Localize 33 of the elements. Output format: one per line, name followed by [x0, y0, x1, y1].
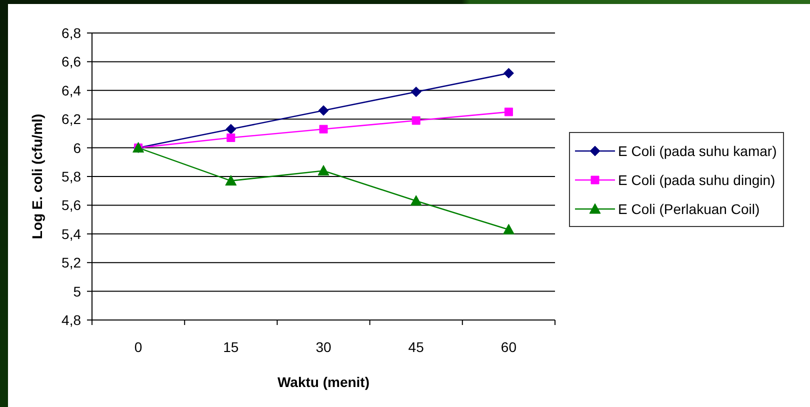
- x-tick-label: 30: [316, 339, 332, 355]
- point: [318, 105, 329, 116]
- point: [319, 124, 328, 134]
- y-tick-label: 5: [73, 283, 82, 300]
- legend-label: E Coli (pada suhu dingin): [618, 172, 776, 188]
- point: [410, 195, 422, 206]
- x-tick-label: 0: [134, 339, 142, 355]
- y-tick-label: 4,8: [62, 312, 82, 328]
- legend-label: E Coli (pada suhu kamar): [618, 142, 777, 158]
- y-tick-label: 5,6: [62, 197, 82, 214]
- y-tick-label: 6,6: [62, 54, 82, 70]
- y-tick-label: 6,2: [62, 111, 82, 128]
- point: [225, 175, 237, 186]
- point: [226, 124, 236, 134]
- y-tick-label: 5,4: [62, 226, 82, 242]
- point: [410, 86, 422, 98]
- legend-label: E Coli (Perlakuan Coil): [618, 200, 760, 216]
- y-tick-label: 6: [73, 140, 82, 156]
- point: [318, 165, 330, 176]
- x-tick-label: 45: [408, 339, 424, 355]
- x-axis-title: Waktu (menit): [277, 374, 370, 390]
- x-tick-label: 15: [223, 339, 239, 355]
- point: [412, 116, 420, 125]
- point: [503, 68, 514, 78]
- point: [502, 224, 514, 234]
- point: [226, 134, 236, 142]
- y-axis-title: Log E. coli (cfu/ml): [28, 114, 45, 240]
- y-tick-label: 6,4: [62, 82, 82, 98]
- x-tick-label: 60: [500, 339, 517, 355]
- y-tick-label: 5,2: [62, 254, 82, 271]
- y-tick-label: 6,8: [62, 24, 82, 41]
- point: [504, 108, 513, 116]
- y-tick-label: 5,8: [62, 168, 82, 184]
